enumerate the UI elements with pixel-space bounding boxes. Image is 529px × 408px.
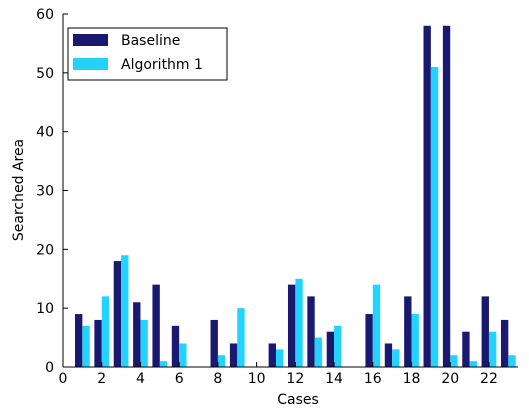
x-tick-label: 8 — [213, 371, 222, 387]
bar-algorithm-1-case-3 — [121, 255, 129, 367]
bar-baseline-case-12 — [287, 284, 296, 367]
bar-algorithm-1-case-21 — [469, 361, 477, 367]
bars-layer — [75, 25, 516, 368]
bar-baseline-case-22 — [481, 296, 489, 367]
x-tick-label: 2 — [97, 371, 106, 387]
x-tick-label: 10 — [248, 371, 266, 387]
bar-algorithm-1-case-12 — [295, 278, 303, 367]
y-axis-label: Searched Area — [11, 139, 27, 241]
bar-baseline-case-21 — [462, 331, 470, 367]
bar-baseline-case-17 — [384, 343, 393, 367]
axes-layer: 0 10 20 30 40 50 60 0 2 4 6 8 10 12 14 16 18 20 22 — [36, 7, 518, 387]
bar-algorithm-1-case-17 — [392, 349, 400, 367]
bar-algorithm-1-case-6 — [179, 343, 187, 367]
bar-baseline-case-8 — [210, 319, 218, 367]
bar-algorithm-1-case-23 — [508, 355, 516, 367]
x-tick-label: 16 — [364, 371, 382, 387]
bar-baseline-case-4 — [133, 302, 141, 367]
bar-algorithm-1-case-16 — [372, 284, 381, 367]
legend-swatch-baseline — [73, 34, 108, 46]
bar-algorithm-1-case-8 — [217, 355, 226, 367]
bar-algorithm-1-case-9 — [237, 308, 245, 367]
x-tick-label: 14 — [325, 371, 343, 387]
bar-algorithm-1-case-13 — [314, 337, 323, 367]
legend-label-algorithm-1: Algorithm 1 — [121, 57, 203, 73]
bar-baseline-case-6 — [171, 325, 180, 367]
bar-baseline-case-19 — [423, 25, 431, 368]
legend-label-baseline: Baseline — [121, 33, 180, 49]
bar-algorithm-1-case-4 — [140, 319, 148, 367]
bar-baseline-case-18 — [404, 296, 412, 367]
x-tick-label: 0 — [59, 371, 68, 387]
bar-algorithm-1-case-14 — [334, 325, 342, 367]
bar-algorithm-1-case-22 — [488, 331, 497, 367]
bar-baseline-case-1 — [75, 314, 83, 367]
bar-algorithm-1-case-1 — [82, 325, 90, 367]
bar-baseline-case-3 — [113, 261, 122, 367]
x-tick-label: 22 — [480, 371, 498, 387]
bar-baseline-case-5 — [152, 284, 160, 367]
bar-algorithm-1-case-20 — [450, 355, 458, 367]
legend: Baseline Algorithm 1 — [67, 27, 228, 81]
y-tick-label: 40 — [36, 125, 54, 141]
bar-baseline-case-20 — [442, 25, 451, 368]
bar-baseline-case-11 — [268, 343, 276, 367]
y-tick-label: 20 — [36, 242, 54, 258]
bar-algorithm-1-case-18 — [411, 314, 419, 367]
bar-algorithm-1-case-19 — [430, 66, 439, 367]
legend-swatch-algorithm-1 — [73, 58, 108, 70]
bar-algorithm-1-case-2 — [101, 296, 110, 367]
x-axis-label: Cases — [277, 392, 319, 408]
bar-algorithm-1-case-11 — [275, 349, 284, 367]
y-tick-label: 0 — [45, 360, 54, 376]
bar-baseline-case-9 — [229, 343, 238, 367]
x-tick-label: 4 — [136, 371, 145, 387]
x-tick-label: 12 — [286, 371, 304, 387]
bar-baseline-case-13 — [307, 296, 315, 367]
bar-algorithm-1-case-5 — [159, 361, 168, 367]
bar-baseline-case-23 — [500, 319, 509, 367]
y-tick-label: 10 — [36, 301, 54, 317]
y-tick-label: 50 — [36, 66, 54, 82]
bar-baseline-case-14 — [326, 331, 335, 367]
bar-baseline-case-16 — [365, 314, 373, 367]
bar-baseline-case-2 — [94, 319, 102, 367]
x-tick-label: 18 — [403, 371, 421, 387]
y-tick-label: 30 — [36, 184, 54, 200]
y-tick-label: 60 — [36, 7, 54, 23]
x-tick-label: 6 — [175, 371, 184, 387]
x-tick-label: 20 — [441, 371, 459, 387]
